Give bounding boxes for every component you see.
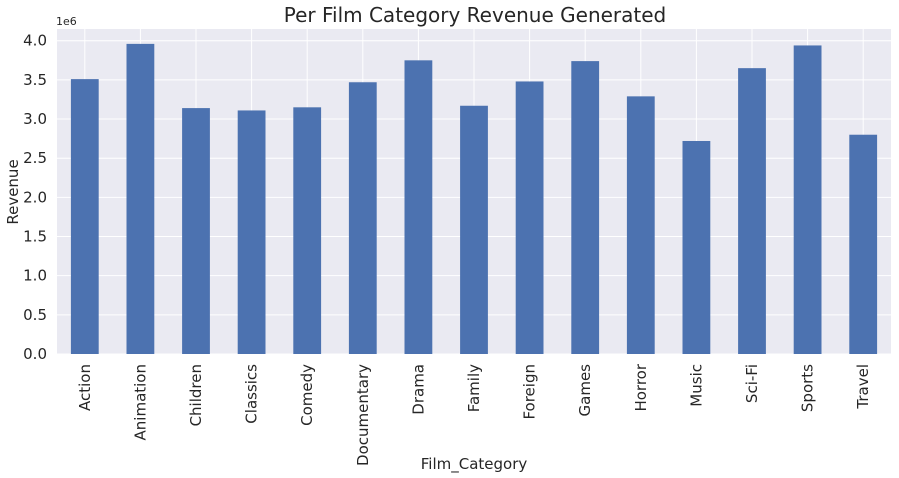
x-tick-label: Games [576, 364, 594, 417]
bars [70, 43, 878, 355]
bar-documentary [348, 82, 377, 354]
x-tick-label: Horror [632, 363, 650, 411]
x-tick-label: Travel [854, 364, 872, 410]
bar-animation [126, 43, 155, 354]
bar-travel [849, 134, 878, 354]
bar-horror [626, 96, 655, 354]
bar-sci-fi [738, 68, 766, 355]
x-tick-label: Sci-Fi [743, 364, 761, 403]
bar-music [682, 140, 711, 354]
x-tick-label: Sports [799, 364, 817, 412]
x-tick-label: Action [76, 364, 94, 411]
bar-drama [404, 60, 433, 354]
x-tick-label: Foreign [521, 364, 539, 420]
bar-games [571, 61, 600, 355]
y-tick-label: 3.5 [23, 71, 47, 89]
chart-title: Per Film Category Revenue Generated [284, 3, 667, 27]
x-tick-label: Music [687, 364, 705, 407]
y-offset-label: 1e6 [56, 15, 77, 28]
y-tick-label: 4.0 [23, 32, 47, 50]
x-tick-label: Family [465, 364, 483, 412]
x-tick-label: Comedy [298, 364, 316, 426]
bar-family [460, 105, 488, 355]
y-tick-label: 3.0 [23, 110, 47, 128]
x-tick-label: Classics [243, 364, 261, 424]
y-tick-label: 1.0 [23, 267, 47, 285]
bar-action [70, 79, 99, 354]
bar-foreign [515, 81, 544, 354]
bar-sports [793, 45, 822, 355]
bar-comedy [293, 107, 322, 354]
x-tick-label: Children [187, 364, 205, 426]
x-tick-label: Animation [131, 364, 149, 440]
x-tick-label: Drama [409, 364, 427, 415]
bar-children [182, 108, 210, 355]
x-tick-label: Documentary [354, 364, 372, 466]
x-tick-labels: Action Animation Children Classics Comedy Doc… [76, 363, 872, 466]
y-axis-label: Revenue [4, 159, 22, 224]
y-tick-label: 2.5 [23, 149, 47, 167]
y-tick-label: 0.5 [23, 306, 47, 324]
y-tick-label: 2.0 [23, 188, 47, 206]
y-tick-label: 1.5 [23, 228, 47, 246]
x-axis-label: Film_Category [421, 455, 528, 474]
bar-classics [237, 110, 266, 354]
y-tick-label: 0.0 [23, 345, 47, 363]
y-tick-labels: 0.0 0.5 1.0 1.5 2.0 2.5 3.0 3.5 4.0 [23, 32, 47, 363]
